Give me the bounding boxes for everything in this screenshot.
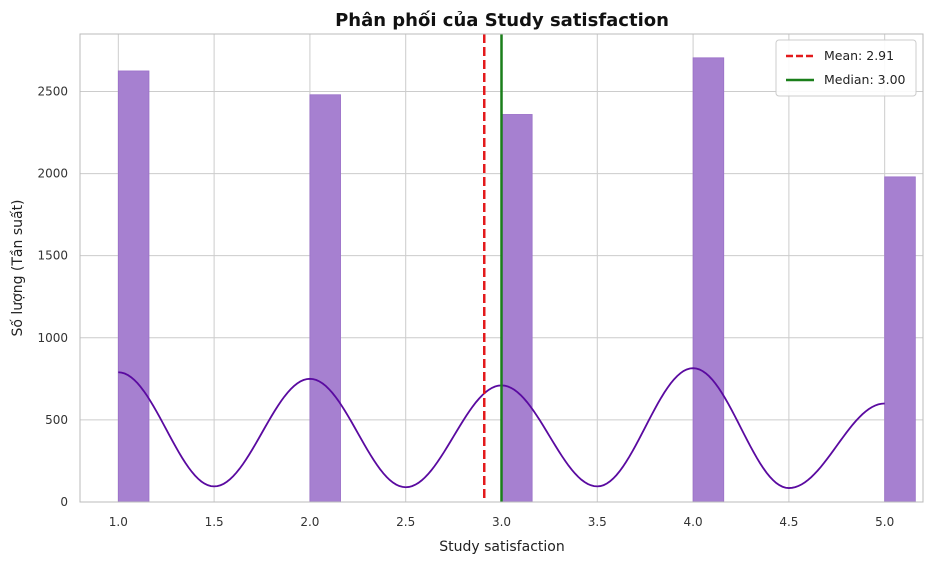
reference-lines — [483, 34, 503, 502]
x-tick-label: 3.0 — [492, 515, 511, 529]
x-tick-label: 5.0 — [875, 515, 894, 529]
legend-mean-label: Mean: 2.91 — [824, 48, 894, 63]
y-axis-label: Số lượng (Tần suất) — [9, 199, 26, 336]
y-tick-label: 1500 — [37, 249, 68, 263]
histogram-bar — [501, 114, 533, 503]
y-tick-label: 500 — [45, 413, 68, 427]
x-tick-label: 4.5 — [779, 515, 798, 529]
x-tick-label: 1.0 — [109, 515, 128, 529]
histogram-bar — [692, 57, 725, 503]
legend-median-label: Median: 3.00 — [824, 72, 906, 87]
histogram-bar — [884, 176, 916, 503]
y-tick-label: 2000 — [37, 167, 68, 181]
histogram-bar — [309, 94, 341, 503]
x-tick-label: 2.5 — [396, 515, 415, 529]
x-axis-ticks: 1.0 1.5 2.0 2.5 3.0 3.5 4.0 4.5 5.0 — [109, 515, 894, 529]
y-tick-label: 0 — [60, 495, 68, 509]
x-tick-label: 2.0 — [300, 515, 319, 529]
histogram-bars — [117, 57, 916, 503]
x-tick-label: 4.0 — [684, 515, 703, 529]
y-tick-label: 2500 — [37, 84, 68, 98]
x-tick-label: 3.5 — [588, 515, 607, 529]
histogram-bar — [117, 70, 150, 503]
x-axis-label: Study satisfaction — [439, 539, 564, 555]
y-axis-ticks: 0 500 1000 1500 2000 2500 — [37, 84, 68, 509]
x-tick-label: 1.5 — [205, 515, 224, 529]
y-tick-label: 1000 — [37, 331, 68, 345]
plot-frame — [79, 33, 924, 503]
legend-box — [775, 39, 917, 97]
legend: Mean: 2.91 Median: 3.00 — [775, 39, 917, 97]
chart-title: Phân phối của Study satisfaction — [335, 10, 669, 31]
